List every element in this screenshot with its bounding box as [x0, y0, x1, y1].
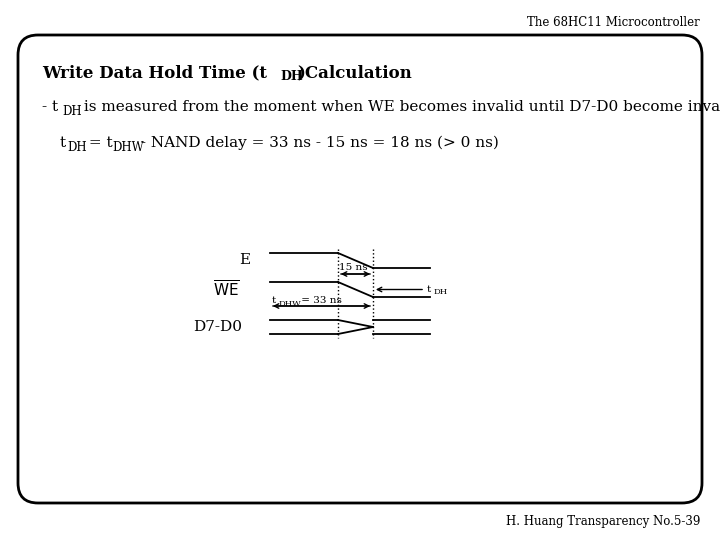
Text: DHW: DHW — [112, 141, 144, 154]
Text: H. Huang Transparency No.5-39: H. Huang Transparency No.5-39 — [505, 515, 700, 528]
Text: is measured from the moment when WE becomes invalid until D7-D0 become invalid.: is measured from the moment when WE beco… — [79, 100, 720, 114]
Text: $\overline{\rm WE}$: $\overline{\rm WE}$ — [213, 279, 240, 300]
Text: DH: DH — [280, 70, 302, 83]
Text: Write Data Hold Time (t: Write Data Hold Time (t — [42, 64, 267, 81]
Text: E: E — [239, 253, 250, 267]
Text: t: t — [60, 136, 66, 150]
Text: The 68HC11 Microcontroller: The 68HC11 Microcontroller — [527, 16, 700, 29]
Text: 15 ns: 15 ns — [339, 263, 368, 272]
Text: )Calculation: )Calculation — [297, 64, 412, 81]
Text: DH: DH — [67, 141, 86, 154]
FancyBboxPatch shape — [18, 35, 702, 503]
Text: DH: DH — [434, 288, 448, 296]
Text: DH: DH — [62, 105, 81, 118]
Text: = t: = t — [84, 136, 112, 150]
Text: - NAND delay = 33 ns - 15 ns = 18 ns (> 0 ns): - NAND delay = 33 ns - 15 ns = 18 ns (> … — [136, 136, 499, 151]
Text: t: t — [427, 285, 431, 294]
Text: D7-D0: D7-D0 — [193, 320, 242, 334]
Text: - t: - t — [42, 100, 58, 114]
Text: DHW: DHW — [279, 300, 302, 308]
Text: = 33 ns: = 33 ns — [298, 296, 342, 305]
Text: t: t — [272, 296, 276, 305]
